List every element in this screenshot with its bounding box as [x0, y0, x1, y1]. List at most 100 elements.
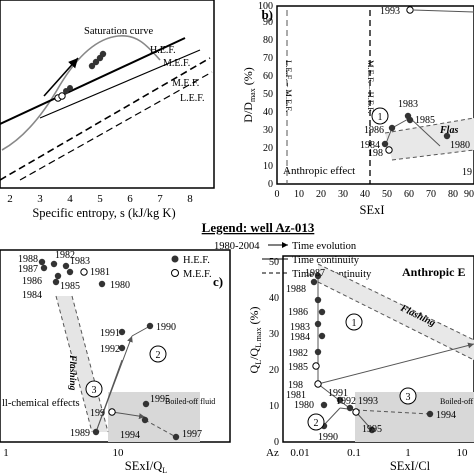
year-label: 1981 — [90, 267, 110, 278]
curve-label: Saturation curve — [84, 26, 153, 37]
flashing-band — [318, 264, 474, 360]
xlabel-main: SExI/Q — [125, 459, 163, 473]
xtick: 10 — [294, 189, 304, 200]
trajectory — [144, 419, 177, 438]
year-label: 1985 — [288, 362, 308, 373]
point — [320, 401, 328, 409]
point-a2 — [58, 92, 66, 100]
legend-hef-symbol — [171, 255, 179, 263]
panel-d-years: 1987 1988 1986 1983 1984 1982 1985 198 1… — [286, 268, 456, 443]
point — [426, 410, 434, 418]
year-label: 1980 — [110, 280, 130, 291]
point-1993 — [406, 6, 414, 14]
point — [141, 416, 149, 424]
panel-d-yticks: 0 10 20 30 40 50 — [269, 257, 279, 448]
point — [310, 278, 318, 286]
point — [314, 320, 322, 328]
lef-dashed-line — [0, 57, 211, 181]
point — [50, 260, 58, 268]
ytick: 90 — [263, 17, 273, 28]
trend-line — [409, 117, 441, 147]
xtick: 4 — [67, 193, 73, 205]
flashing-label: Flas — [439, 125, 458, 136]
point — [40, 264, 48, 272]
xtick: 10 — [457, 447, 469, 459]
point — [172, 433, 180, 441]
ytick: 40 — [269, 293, 279, 304]
panel-c-years: 1988 1982 1987 1983 1981 1986 1985 1984 … — [18, 250, 202, 441]
line-1993 — [412, 9, 474, 13]
circle-marker-3 — [85, 380, 103, 398]
ylabel-sub2: L max — [254, 328, 263, 348]
xtick: 6 — [127, 193, 133, 205]
year-label: 1984 — [22, 290, 42, 301]
year-label: 1984 — [290, 332, 310, 343]
year-label: 1988 — [18, 254, 38, 265]
year-label: 1992 — [336, 396, 356, 407]
ytick: 10 — [263, 161, 273, 172]
xtick: 0.01 — [290, 447, 309, 459]
ylabel-sub: max — [248, 88, 257, 102]
ytick: 20 — [263, 143, 273, 154]
panel-b-frame — [276, 5, 474, 185]
saturation-curve — [1, 35, 161, 151]
legend-hef: H.E.F. — [183, 255, 210, 266]
year-label: 1988 — [286, 284, 306, 295]
point — [98, 280, 106, 288]
year-label: 1984 — [360, 140, 380, 151]
year-label: 1983 — [398, 99, 418, 110]
ylabel-unit: (%) — [241, 67, 255, 85]
circle-marker-1 — [345, 313, 363, 331]
legend-mef: M.E.F. — [183, 269, 212, 280]
panel-c-xticks: 1 10 — [3, 447, 124, 459]
point-a5 — [88, 62, 96, 70]
point — [352, 408, 360, 416]
ytick: 70 — [263, 53, 273, 64]
trajectory — [111, 411, 146, 420]
circle-marker-1 — [371, 107, 389, 125]
trajectory — [317, 383, 353, 411]
year-label: 19 — [462, 167, 472, 178]
xtick: 0.1 — [347, 447, 361, 459]
circle-marker-3 — [399, 387, 417, 405]
flashing-label: Flashing — [67, 354, 77, 391]
xtick: 30 — [338, 189, 348, 200]
circle-label: 2 — [314, 418, 319, 429]
year-label: 1987 — [18, 264, 38, 275]
panel-c-letter: c) — [213, 274, 223, 289]
point-1980 — [443, 132, 451, 140]
year-label: 1993 — [358, 396, 378, 407]
year-label: 1986 — [22, 276, 42, 287]
panel-b-yticks: 0 10 20 30 40 50 60 70 80 90 100 — [258, 1, 273, 190]
point — [66, 268, 74, 276]
year-label: 1995 — [150, 394, 170, 405]
trajectory — [323, 407, 341, 426]
circle-label: 3 — [92, 385, 97, 396]
line-label-mef1: M.E.F. — [163, 58, 190, 69]
panel-a-frame — [0, 0, 215, 189]
legend-time-continuity: Time continuity — [292, 255, 360, 266]
year-label: 198 — [288, 380, 303, 391]
year-label: 1997 — [182, 429, 202, 440]
boiled-label: Boiled-off fluid — [440, 397, 474, 406]
xtick: 50 — [382, 189, 392, 200]
point — [314, 380, 322, 388]
legend-title: Legend: well Az-013 — [202, 220, 315, 235]
effects-label: ll-chemical effects — [2, 398, 80, 409]
ytick: 30 — [269, 329, 279, 340]
year-label: 1987 — [305, 268, 325, 279]
point — [118, 344, 126, 352]
band-edge — [317, 281, 474, 361]
year-label: 1990 — [156, 322, 176, 333]
panel-b-years: 1983 1985 1986 1984 198 1980 19 — [360, 99, 472, 178]
mef-dashed-line — [19, 71, 213, 181]
point — [146, 322, 154, 330]
point-1986 — [388, 124, 396, 132]
trajectory — [317, 342, 474, 385]
vline2-label: M.E.F. – H.E.F. — [366, 60, 376, 113]
band-edge — [55, 295, 93, 433]
svg-text:D/Dmax(%): D/Dmax (%) — [241, 67, 257, 122]
year-label: 1990 — [318, 432, 338, 443]
point — [38, 258, 46, 266]
